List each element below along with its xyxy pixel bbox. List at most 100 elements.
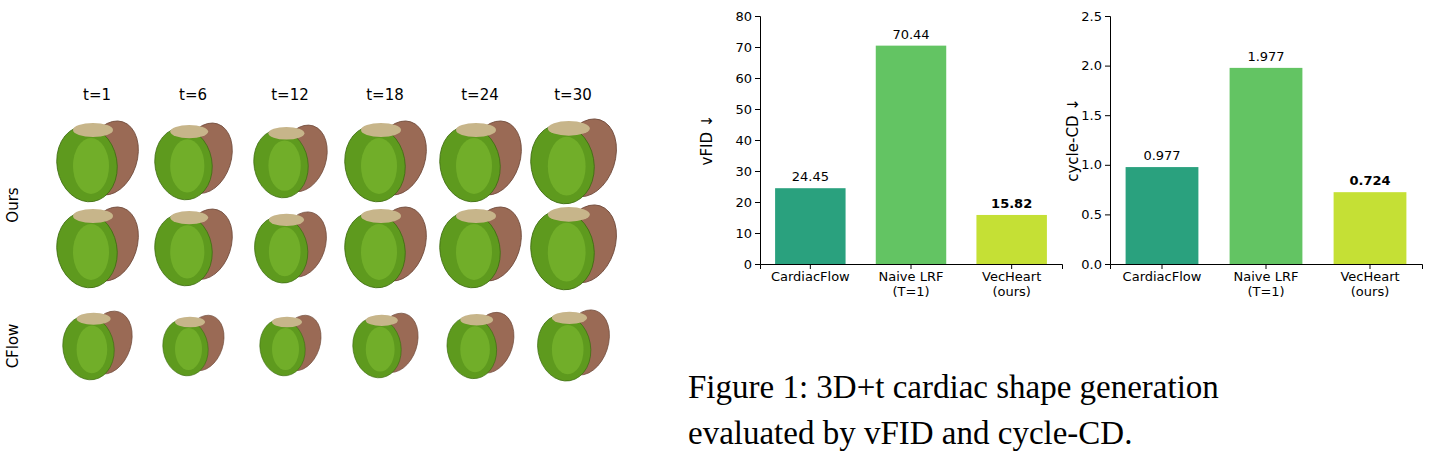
- valve-plane: [548, 121, 590, 136]
- y-tick-mark: [755, 47, 760, 48]
- bar: [876, 46, 946, 264]
- x-tick-label: CardiacFlow: [1123, 269, 1202, 284]
- data-labels: 0.9771.9770.724: [1143, 49, 1390, 188]
- valve-plane: [170, 211, 208, 224]
- x-tick-label: VecHeart(ours): [1340, 269, 1399, 299]
- left-ventricle: [339, 121, 411, 206]
- x-tick: CardiacFlow: [1123, 264, 1202, 284]
- time-label: t=24: [461, 86, 499, 104]
- left-ventricle: [51, 121, 123, 206]
- data-label: 15.82: [991, 196, 1032, 211]
- y-tick-label: 30: [735, 164, 752, 179]
- y-tick: 80: [735, 9, 760, 24]
- valve-plane: [73, 209, 113, 223]
- data-label: 0.977: [1143, 148, 1180, 163]
- left-ventricle: [339, 207, 411, 292]
- valve-plane: [460, 314, 493, 325]
- heart-render: [58, 305, 140, 384]
- highlight: [73, 224, 109, 280]
- x-axis: CardiacFlowNaive LRF(T=1)VecHeart(ours): [1111, 264, 1423, 299]
- y-tick: 30: [735, 164, 760, 179]
- left-ventricle: [58, 311, 119, 383]
- y-tick: 60: [735, 71, 760, 86]
- heart-render: [249, 206, 334, 288]
- x-tick: Naive LRF(T=1): [879, 264, 944, 299]
- y-tick-label: 60: [735, 71, 752, 86]
- figure: t=1t=6t=12t=18t=24t=30OursCFlow010203040…: [0, 0, 1433, 466]
- y-tick: 70: [735, 40, 760, 55]
- highlight: [170, 225, 204, 278]
- data-label: 0.724: [1349, 173, 1390, 188]
- data-label: 24.45: [792, 169, 829, 184]
- y-tick: 2.0: [1081, 58, 1110, 73]
- valve-plane: [456, 123, 496, 137]
- highlight: [460, 326, 490, 372]
- y-tick-mark: [1105, 16, 1110, 17]
- y-tick-label: 1.5: [1081, 108, 1102, 123]
- y-tick: 50: [735, 102, 760, 117]
- y-tick: 1.5: [1081, 108, 1110, 123]
- valve-plane: [272, 317, 302, 328]
- x-tick: VecHeart(ours): [982, 264, 1041, 299]
- y-tick: 0: [744, 257, 760, 272]
- y-tick-mark: [755, 202, 760, 203]
- valve-plane: [170, 125, 208, 138]
- valve-plane: [77, 313, 111, 325]
- bar: [1126, 167, 1199, 264]
- valve-plane: [366, 315, 398, 326]
- left-ventricle: [434, 121, 506, 206]
- heart-render: [255, 310, 327, 380]
- valve-plane: [73, 123, 113, 137]
- y-tick: 0.0: [1081, 257, 1110, 272]
- y-tick-mark: [755, 78, 760, 79]
- row-label: Ours: [4, 187, 22, 222]
- heart-render: [339, 114, 436, 207]
- highlight: [552, 325, 584, 374]
- heart-render: [434, 114, 531, 207]
- highlight: [269, 227, 301, 276]
- bars: [1126, 68, 1407, 264]
- left-ventricle: [525, 205, 601, 295]
- highlight: [175, 328, 202, 370]
- heart-render: [348, 307, 425, 381]
- y-tick-mark: [1105, 66, 1110, 67]
- y-tick-label: 70: [735, 40, 752, 55]
- left-ventricle: [149, 209, 218, 290]
- y-tick-label: 80: [735, 9, 752, 24]
- highlight: [361, 224, 397, 280]
- left-ventricle: [525, 119, 601, 209]
- y-tick-mark: [1105, 115, 1110, 116]
- y-tick: 10: [735, 226, 760, 241]
- heart-render: [149, 202, 241, 290]
- x-tick: CardiacFlow: [771, 264, 850, 284]
- x-tick-label: Naive LRF(T=1): [879, 269, 944, 299]
- x-tick-label: VecHeart(ours): [982, 269, 1041, 299]
- y-tick: 0.5: [1081, 207, 1110, 222]
- heart-render: [525, 111, 626, 208]
- data-label: 70.44: [892, 27, 929, 42]
- left-ventricle: [51, 207, 123, 292]
- y-tick-mark: [755, 264, 760, 265]
- left-ventricle: [249, 212, 313, 287]
- y-tick-label: 2.5: [1081, 9, 1102, 24]
- valve-plane: [175, 317, 205, 328]
- y-tick-mark: [755, 140, 760, 141]
- heart-render: [248, 119, 335, 203]
- bar: [976, 215, 1046, 264]
- y-tick-label: 0: [744, 257, 752, 272]
- row-label: CFlow: [4, 324, 22, 369]
- valve-plane: [268, 127, 304, 140]
- caption: evaluated by vFID and cycle-CD.: [688, 415, 1132, 451]
- y-axis: 0.0 0.5 1.0 1.5 2.0 2.5: [1081, 9, 1110, 272]
- y-tick-label: 0.5: [1081, 207, 1102, 222]
- y-tick-mark: [755, 233, 760, 234]
- y-tick: 1.0: [1081, 157, 1110, 172]
- left-ventricle: [149, 123, 218, 204]
- valve-plane: [456, 209, 496, 223]
- valve-plane: [361, 209, 401, 223]
- time-label: t=1: [83, 86, 111, 104]
- bar: [1334, 192, 1407, 264]
- bar-chart: 01020304050607080CardiacFlowNaive LRF(T=…: [698, 9, 1063, 300]
- heart-render: [442, 306, 521, 382]
- y-axis-line: [1105, 17, 1111, 265]
